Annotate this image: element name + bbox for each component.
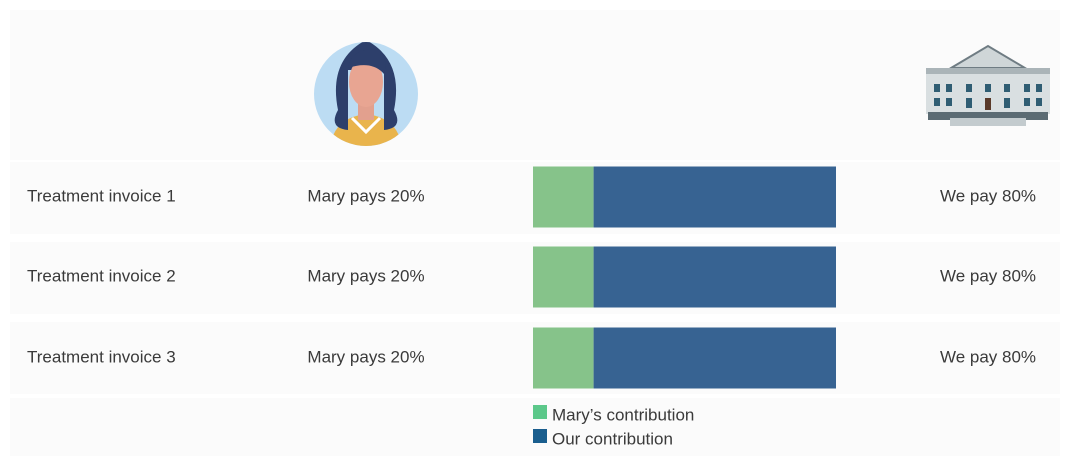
legend-label: Mary’s contribution bbox=[552, 405, 694, 424]
bar-segment bbox=[533, 247, 594, 308]
row-label: Treatment invoice 1 bbox=[27, 186, 176, 205]
row-label: Treatment invoice 3 bbox=[27, 347, 176, 366]
legend-label: Our contribution bbox=[552, 429, 673, 448]
bar-segment bbox=[594, 167, 836, 228]
legend-swatch bbox=[533, 405, 547, 419]
legend-swatch bbox=[533, 429, 547, 443]
bar-segment bbox=[594, 328, 836, 389]
value-label: We pay 80% bbox=[940, 347, 1036, 366]
value-label: Mary pays 20% bbox=[307, 347, 424, 366]
row-label: Treatment invoice 2 bbox=[27, 266, 176, 285]
bar-segment bbox=[533, 167, 594, 228]
chart: Treatment invoice 1 Mary pays 20% We pay 8… bbox=[0, 0, 1065, 460]
value-label: Mary pays 20% bbox=[307, 266, 424, 285]
value-label: We pay 80% bbox=[940, 266, 1036, 285]
bar-segment bbox=[594, 247, 836, 308]
value-label: Mary pays 20% bbox=[307, 186, 424, 205]
value-label: We pay 80% bbox=[940, 186, 1036, 205]
bar-segment bbox=[533, 328, 594, 389]
cell-backgrounds bbox=[10, 10, 1060, 456]
